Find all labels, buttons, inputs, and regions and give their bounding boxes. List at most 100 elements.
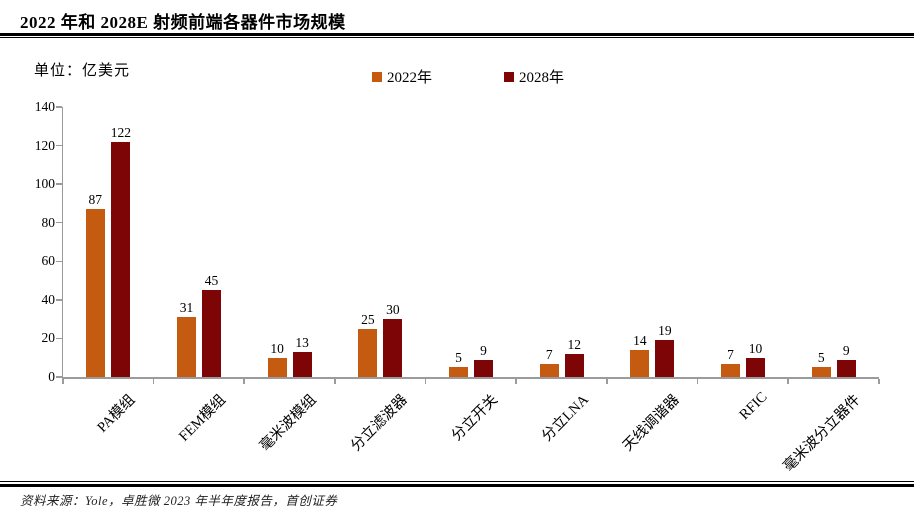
bar-column: 10 xyxy=(746,340,766,377)
bar-2028 xyxy=(202,290,221,377)
bar-2028 xyxy=(383,319,403,377)
y-axis-tick-label: 80 xyxy=(41,214,56,230)
bar-value-label: 5 xyxy=(817,350,825,366)
category-label: 分立滤波器 xyxy=(347,391,411,455)
y-axis-tick xyxy=(56,183,62,185)
plot-area: 87 122 PA模组 31 45 FEM模组 10 13 毫米波模组 25 30 分立滤波器 5 9 分立… xyxy=(62,107,879,475)
bar-value-label: 122 xyxy=(110,124,131,140)
bar-group: 25 30 分立滤波器 xyxy=(335,107,426,455)
bar-column: 13 xyxy=(292,334,312,377)
bar-column: 9 xyxy=(836,342,856,377)
bar-2022 xyxy=(721,363,741,377)
bar-value-label: 7 xyxy=(727,346,734,362)
bar-group: 5 9 分立开关 xyxy=(426,107,517,444)
x-axis-tick xyxy=(243,379,245,384)
y-axis-tick xyxy=(56,106,62,108)
bar-2022 xyxy=(811,367,831,377)
source-note: 资料来源：Yole，卓胜微 2023 年半年度报告，首创证券 xyxy=(20,494,338,508)
bar-column: 14 xyxy=(630,333,650,377)
x-axis-tick xyxy=(606,379,608,384)
legend-swatch-2022-icon xyxy=(372,71,382,82)
bar-2022 xyxy=(267,357,287,377)
bar-value-label: 45 xyxy=(204,273,219,289)
legend-label-2022: 2022年 xyxy=(387,70,433,86)
bar-column: 30 xyxy=(383,303,403,377)
bar-2028 xyxy=(564,353,584,377)
x-axis-tick xyxy=(334,379,336,384)
legend-swatch-2028-icon xyxy=(504,71,515,82)
bar-column: 12 xyxy=(564,337,584,377)
bar-column: 45 xyxy=(202,274,221,377)
x-axis-tick xyxy=(878,379,880,384)
bar-value-label: 5 xyxy=(455,350,462,366)
x-axis-tick xyxy=(152,379,155,384)
bar-value-label: 7 xyxy=(545,346,553,362)
bar-2022 xyxy=(358,328,378,377)
bar-column: 87 xyxy=(85,192,105,377)
bar-column: 10 xyxy=(267,340,287,377)
bar-group: 31 45 FEM模组 xyxy=(154,107,245,445)
y-axis-tick xyxy=(56,144,62,147)
footer-separator-rule xyxy=(0,481,914,487)
y-axis-tick xyxy=(56,260,62,263)
bar-value-label: 19 xyxy=(658,323,672,339)
y-axis-tick xyxy=(56,376,62,378)
bar-column: 25 xyxy=(358,311,378,377)
bar-group: 5 9 毫米波分立器件 xyxy=(781,107,879,475)
category-label: 天线调谐器 xyxy=(619,391,683,455)
bar-column: 122 xyxy=(110,124,131,377)
bar-value-label: 31 xyxy=(179,300,194,316)
bar-2022 xyxy=(630,350,650,377)
bar-group: 14 19 天线调谐器 xyxy=(607,107,698,455)
bar-value-label: 87 xyxy=(88,192,102,208)
y-axis-tick-label: 140 xyxy=(34,99,55,114)
title-separator-rule xyxy=(0,33,914,38)
category-label: PA模组 xyxy=(94,391,139,436)
x-axis-tick xyxy=(62,379,64,384)
bar-value-label: 14 xyxy=(633,333,647,348)
x-axis-tick xyxy=(787,379,789,384)
bar-value-label: 10 xyxy=(270,340,284,356)
bar-value-label: 25 xyxy=(361,311,375,327)
bar-2028 xyxy=(746,357,766,377)
legend-item-2022: 2022年 xyxy=(372,66,432,87)
category-label: 分立开关 xyxy=(448,391,502,445)
bar-value-label: 13 xyxy=(295,334,309,350)
category-label: RFIC xyxy=(736,389,771,424)
y-axis-tick-label: 40 xyxy=(41,291,56,307)
chart-title: 2022 年和 2028E 射频前端各器件市场规模 xyxy=(20,13,346,32)
category-label: FEM模组 xyxy=(176,391,230,445)
bar-value-label: 10 xyxy=(748,340,763,356)
bar-column: 5 xyxy=(449,350,469,377)
bar-2022 xyxy=(177,317,196,377)
category-label: 毫米波分立器件 xyxy=(780,391,864,475)
y-axis-tick xyxy=(56,337,62,340)
bar-group: 7 12 分立LNA xyxy=(516,107,607,444)
y-axis-tick xyxy=(56,221,62,224)
bar-2022 xyxy=(539,363,559,377)
x-axis-tick xyxy=(515,379,517,384)
legend-item-2028: 2028年 xyxy=(504,66,564,87)
x-axis-tick xyxy=(696,379,699,384)
bar-column: 9 xyxy=(474,343,494,377)
y-axis-tick-label: 0 xyxy=(48,369,55,384)
bar-2028 xyxy=(836,359,856,377)
y-axis-tick-label: 100 xyxy=(34,176,55,192)
bar-group: 7 10 RFIC xyxy=(698,107,789,423)
y-axis-tick-label: 120 xyxy=(34,137,55,153)
chart-legend: 2022年 2028年 xyxy=(372,66,564,87)
bar-2028 xyxy=(655,340,675,377)
bar-2022 xyxy=(85,209,105,377)
bar-2028 xyxy=(292,351,312,377)
bar-column: 5 xyxy=(811,350,831,377)
bar-value-label: 9 xyxy=(842,342,850,358)
bar-column: 31 xyxy=(177,301,196,377)
bar-2028 xyxy=(111,141,131,377)
category-label: 毫米波模组 xyxy=(257,391,320,455)
legend-label-2028: 2028年 xyxy=(519,70,565,86)
bar-column: 7 xyxy=(539,346,559,377)
y-axis-tick-label: 20 xyxy=(41,330,56,346)
bar-group: 10 13 毫米波模组 xyxy=(244,107,335,454)
y-axis-tick-label: 60 xyxy=(41,253,56,269)
